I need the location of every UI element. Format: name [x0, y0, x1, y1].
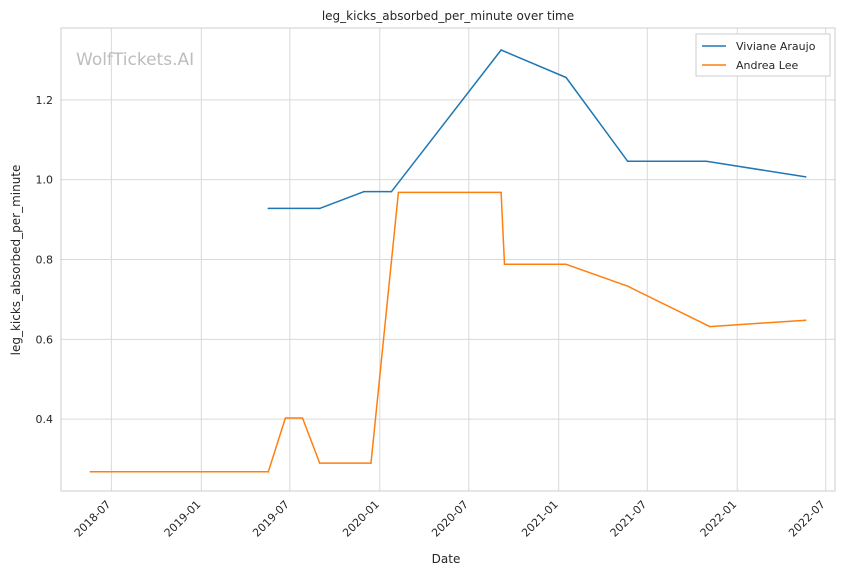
data-point: [301, 417, 304, 419]
legend-label-viviane-araujo: Viviane Araujo: [736, 40, 816, 53]
data-point: [709, 325, 711, 328]
watermark: WolfTickets.AI: [76, 50, 194, 70]
data-point: [804, 319, 807, 322]
y-tick-label: 0.6: [36, 333, 54, 346]
data-point: [390, 190, 393, 193]
y-axis-label: leg_kicks_absorbed_per_minute: [9, 165, 23, 356]
data-point: [804, 176, 807, 178]
data-point: [89, 471, 92, 473]
legend: Viviane Araujo Andrea Lee: [695, 33, 831, 77]
data-point: [626, 160, 629, 163]
y-axis-ticks: 0.4 0.6 0.8 1.0 1.2: [36, 94, 54, 426]
series-layer: [89, 49, 807, 473]
x-tick-label: 2022-07: [786, 498, 828, 540]
data-point: [267, 471, 270, 473]
data-point: [705, 160, 708, 163]
x-tick-label: 2021-07: [608, 498, 650, 540]
data-point: [626, 285, 629, 288]
grid: [61, 28, 835, 491]
y-tick-label: 0.4: [36, 413, 54, 426]
data-point: [267, 207, 270, 210]
data-point: [370, 462, 372, 464]
plot-frame: [60, 27, 836, 492]
x-tick-label: 2021-01: [519, 498, 561, 540]
y-tick-label: 1.0: [36, 174, 54, 187]
data-point: [565, 263, 567, 266]
data-point: [363, 190, 365, 193]
data-point: [284, 417, 287, 419]
y-tick-label: 1.2: [36, 94, 54, 107]
x-tick-label: 2022-01: [698, 498, 740, 540]
x-tick-label: 2019-07: [250, 498, 292, 540]
x-axis-label: Date: [432, 552, 461, 566]
data-point: [318, 207, 321, 210]
y-tick-label: 0.8: [36, 254, 54, 267]
x-tick-label: 2018-07: [72, 498, 114, 540]
data-point: [318, 462, 321, 464]
data-point: [500, 191, 502, 194]
x-tick-label: 2020-07: [429, 498, 471, 540]
series-line-andrea-lee: [90, 191, 806, 473]
data-point: [503, 263, 506, 266]
x-tick-label: 2019-01: [162, 498, 204, 540]
chart-title: leg_kicks_absorbed_per_minute over time: [322, 9, 574, 23]
legend-label-andrea-lee: Andrea Lee: [736, 59, 798, 72]
x-axis-ticks: 2018-07 2019-01 2019-07 2020-01 2020-07 2021-…: [72, 498, 828, 540]
data-point: [500, 49, 502, 51]
data-point: [565, 76, 567, 79]
legend-box: [695, 33, 831, 77]
data-point: [397, 191, 400, 194]
x-tick-label: 2020-01: [340, 498, 382, 540]
